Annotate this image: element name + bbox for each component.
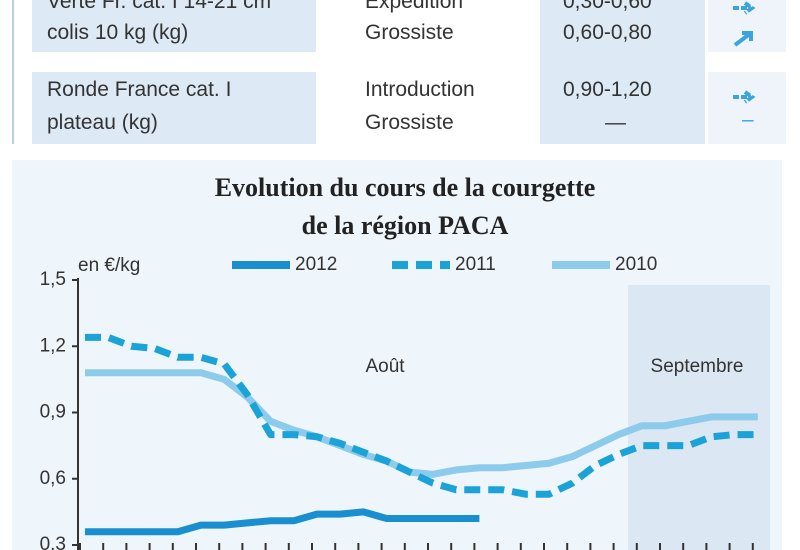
series-line bbox=[85, 369, 758, 478]
annotation: Septembre bbox=[651, 356, 744, 377]
cell-bg bbox=[708, 72, 786, 144]
y-tick-label: 0,6 bbox=[40, 468, 66, 489]
y-tick-label: 0,9 bbox=[40, 402, 66, 423]
legend-label: 2011 bbox=[455, 254, 496, 275]
rule bbox=[12, 0, 14, 144]
y-tick-label: 1,5 bbox=[40, 269, 66, 290]
price: 0,30-0,60 bbox=[563, 0, 652, 13]
chart: Evolution du cours de la courgette de la… bbox=[12, 160, 782, 550]
y-tick-label: 1,2 bbox=[40, 335, 66, 356]
product: Ronde France cat. I bbox=[47, 78, 232, 101]
cell-bg bbox=[320, 0, 540, 52]
product: plateau (kg) bbox=[47, 111, 158, 134]
product: colis 10 kg (kg) bbox=[47, 21, 189, 44]
price: — bbox=[605, 111, 626, 134]
annotation: Août bbox=[365, 356, 405, 377]
cell-bg bbox=[32, 0, 316, 52]
trend: – bbox=[742, 108, 754, 131]
y-tick-label: 0,3 bbox=[40, 534, 66, 550]
cell-bg bbox=[32, 72, 316, 144]
series-line bbox=[85, 508, 480, 536]
cell-bg bbox=[540, 0, 705, 144]
series-line bbox=[85, 333, 758, 498]
stage: Expédition bbox=[365, 0, 464, 13]
stage: Grossiste bbox=[365, 21, 454, 44]
legend-label: 2012 bbox=[295, 254, 337, 275]
price: 0,90-1,20 bbox=[563, 78, 652, 101]
arrow-right bbox=[733, 1, 756, 15]
y-axis-label: en €/kg bbox=[78, 255, 140, 276]
trend-icons bbox=[733, 1, 756, 104]
chart-title: de la région PACA bbox=[302, 211, 509, 240]
price: 0,60-0,80 bbox=[563, 21, 652, 44]
stage: Grossiste bbox=[365, 111, 454, 134]
arrow-right bbox=[733, 90, 756, 104]
stage: Introduction bbox=[365, 78, 475, 101]
product: Verte Fr. cat. I 14-21 cm bbox=[47, 0, 272, 13]
legend-label: 2010 bbox=[615, 254, 657, 275]
arrow-up bbox=[733, 31, 753, 47]
chart-title: Evolution du cours de la courgette bbox=[215, 173, 596, 202]
